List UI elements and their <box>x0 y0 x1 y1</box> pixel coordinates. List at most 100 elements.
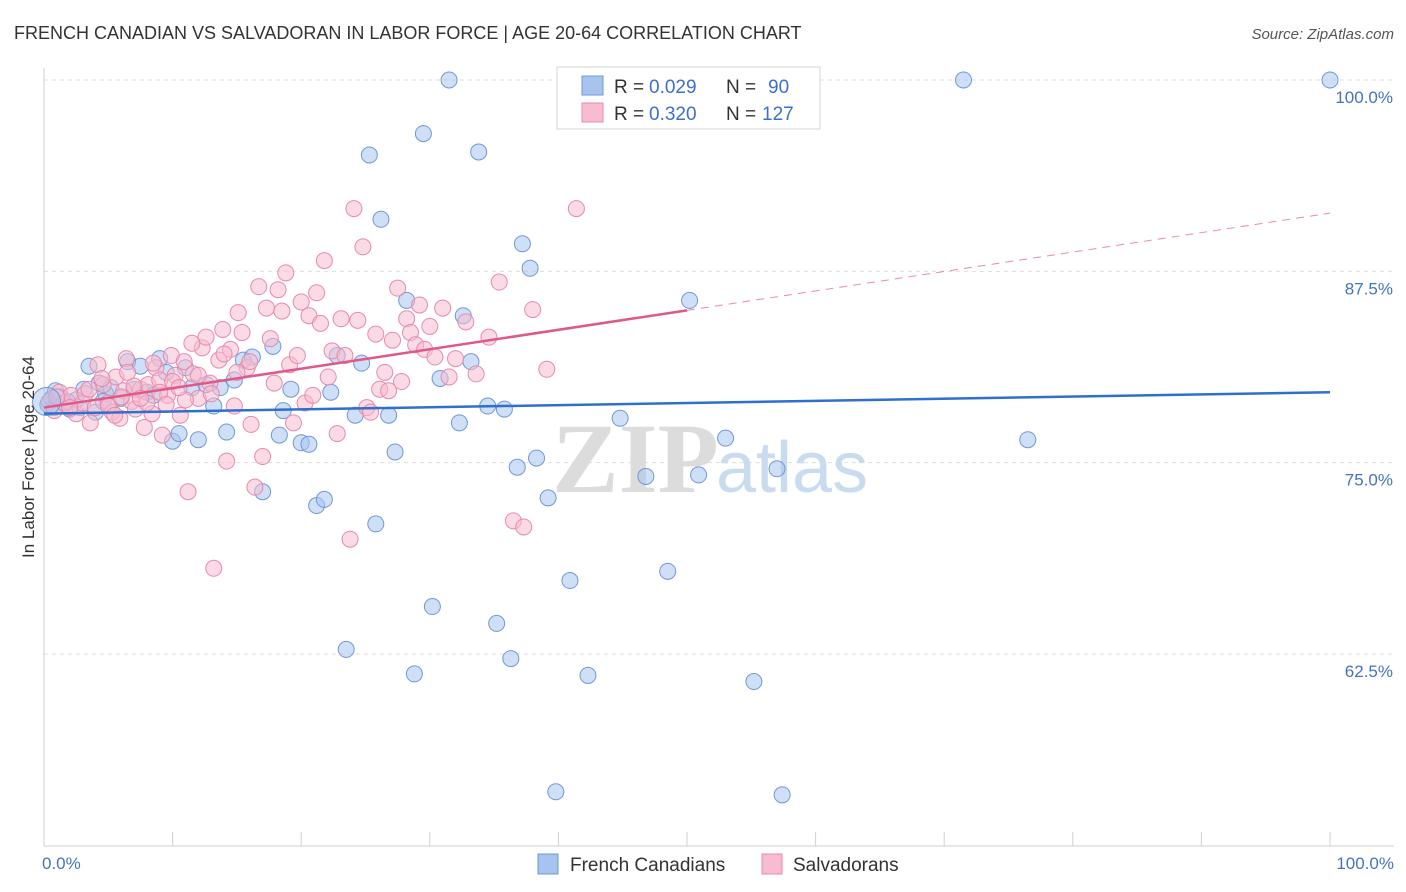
y-tick-label: 62.5% <box>1345 662 1393 681</box>
point-salvadorans <box>261 330 279 348</box>
x-tick-marks <box>43 832 1331 846</box>
point-salvadorans <box>332 310 350 328</box>
point-salvadorans <box>205 559 223 577</box>
point-salvadorans <box>254 448 272 466</box>
point-salvadorans <box>389 279 407 297</box>
point-salvadorans <box>367 325 385 343</box>
x-tick-label-left: 0.0% <box>42 854 81 873</box>
legend-r-label-2: R = <box>614 104 644 125</box>
point-salvadorans <box>144 354 162 372</box>
point-salvadorans <box>246 478 264 496</box>
y-tick-labels: 100.0% 87.5% 75.0% 62.5% <box>1335 88 1393 681</box>
point-salvadorans <box>376 363 394 381</box>
point-salvadorans <box>341 530 359 548</box>
point-salvadorans <box>171 406 189 424</box>
point-salvadorans <box>179 483 197 501</box>
x-tick-label-right: 100.0% <box>1336 854 1394 873</box>
point-salvadorans <box>384 331 402 349</box>
point-french-canadians <box>954 71 972 89</box>
point-salvadorans <box>284 414 302 432</box>
legend-box: R = 0.029 N = 90 R = 0.320 N = 127 <box>556 66 821 130</box>
legend-swatch-french-canadians <box>581 75 604 96</box>
point-french-canadians <box>561 572 579 590</box>
point-french-canadians <box>1321 71 1339 89</box>
point-salvadorans <box>490 273 508 291</box>
point-french-canadians <box>1019 431 1037 449</box>
point-french-canadians <box>322 383 340 401</box>
watermark-zip: ZIP <box>552 403 719 514</box>
legend-n-label-2: N = <box>726 104 756 125</box>
point-salvadorans <box>354 238 372 256</box>
point-salvadorans <box>319 368 337 386</box>
point-salvadorans <box>380 382 398 400</box>
point-french-canadians <box>170 425 188 443</box>
trend-line-salvadorans <box>43 309 688 409</box>
point-salvadorans <box>524 301 542 319</box>
point-french-canadians <box>367 515 385 533</box>
point-french-canadians <box>502 650 520 668</box>
legend-swatch-salvadorans <box>581 102 604 123</box>
point-french-canadians <box>547 783 565 801</box>
point-salvadorans <box>362 403 380 421</box>
point-french-canadians <box>690 466 708 484</box>
point-french-canadians <box>189 431 207 449</box>
point-salvadorans <box>434 299 452 317</box>
point-french-canadians <box>745 673 763 691</box>
point-salvadorans <box>183 334 201 352</box>
point-french-canadians <box>681 291 699 309</box>
point-salvadorans <box>250 278 268 296</box>
point-french-canadians <box>539 489 557 507</box>
point-french-canadians <box>470 143 488 161</box>
point-salvadorans <box>328 425 346 443</box>
point-salvadorans <box>175 353 193 371</box>
point-salvadorans <box>515 518 533 536</box>
bottom-legend-swatch-salvadorans <box>761 853 783 875</box>
bubble-point <box>32 386 62 416</box>
point-salvadorans <box>304 386 322 404</box>
point-french-canadians <box>450 414 468 432</box>
point-french-canadians <box>337 640 355 658</box>
point-salvadorans <box>265 374 283 392</box>
trend-line-french-canadians <box>43 391 1331 415</box>
legend-r-value-1: 0.029 <box>649 77 697 98</box>
point-french-canadians <box>440 71 458 89</box>
y-axis-title: In Labor Force | Age 20-64 <box>19 356 38 558</box>
legend-r-label-1: R = <box>614 77 644 98</box>
point-salvadorans <box>421 317 439 335</box>
chart-title: FRENCH CANADIAN VS SALVADORAN IN LABOR F… <box>14 23 802 43</box>
point-french-canadians <box>488 614 506 632</box>
point-french-canadians <box>637 467 655 485</box>
point-french-canadians <box>414 125 432 143</box>
bottom-legend-swatch-french-canadians <box>537 853 559 875</box>
point-salvadorans <box>241 353 259 371</box>
point-salvadorans <box>467 365 485 383</box>
point-salvadorans <box>189 366 207 384</box>
point-salvadorans <box>336 347 354 365</box>
point-french-canadians <box>611 409 629 427</box>
point-salvadorans <box>135 418 153 436</box>
chart-source: Source: ZipAtlas.com <box>1251 26 1394 43</box>
point-french-canadians <box>360 146 378 164</box>
point-salvadorans <box>233 324 251 342</box>
scatter-points <box>32 71 1339 804</box>
point-salvadorans <box>411 296 429 314</box>
point-salvadorans <box>538 360 556 378</box>
point-french-canadians <box>315 490 333 508</box>
trend-line-salvadorans-extension <box>686 212 1331 311</box>
point-salvadorans <box>308 284 326 302</box>
point-salvadorans <box>277 264 295 282</box>
point-salvadorans <box>311 314 329 332</box>
point-salvadorans <box>197 328 215 346</box>
point-french-canadians <box>508 458 526 476</box>
point-french-canadians <box>270 426 288 444</box>
watermark-atlas: atlas <box>716 428 868 508</box>
legend-r-value-2: 0.320 <box>649 104 697 125</box>
point-salvadorans <box>119 363 137 381</box>
point-salvadorans <box>202 385 220 403</box>
point-french-canadians <box>717 429 735 447</box>
point-salvadorans <box>288 347 306 365</box>
point-french-canadians <box>773 786 791 804</box>
point-french-canadians <box>521 259 539 277</box>
point-salvadorans <box>93 369 111 387</box>
point-salvadorans <box>157 396 175 414</box>
